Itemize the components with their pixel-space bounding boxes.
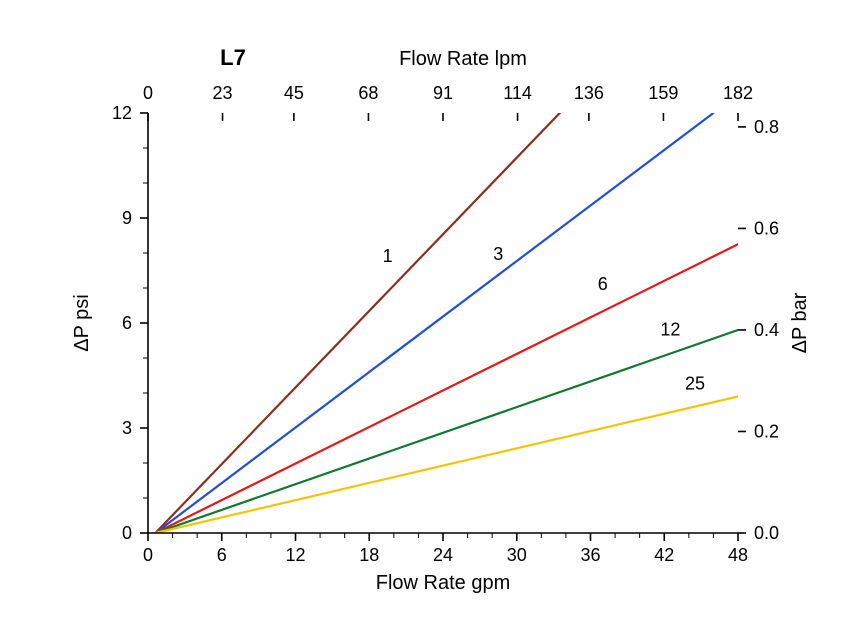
x-top-tick-182: 182 <box>723 83 753 103</box>
y-left-tick-9: 9 <box>122 208 132 228</box>
series-label-3: 3 <box>493 244 503 264</box>
x-top-tick-91: 91 <box>433 83 453 103</box>
series-label-12: 12 <box>660 319 680 339</box>
y-right-tick-0.8: 0.8 <box>754 117 779 137</box>
y-right-tick-0.6: 0.6 <box>754 218 779 238</box>
y-left-tick-12: 12 <box>112 103 132 123</box>
x-top-tick-114: 114 <box>503 83 532 103</box>
x-bottom-tick-30: 30 <box>507 545 527 565</box>
series-label-6: 6 <box>598 274 608 294</box>
x-bottom-tick-48: 48 <box>728 545 748 565</box>
series-label-25: 25 <box>685 374 705 394</box>
x-top-tick-0: 0 <box>143 83 153 103</box>
x-bottom-tick-6: 6 <box>217 545 227 565</box>
y-right-tick-0.0: 0.0 <box>754 523 779 543</box>
x-bottom-tick-42: 42 <box>654 545 674 565</box>
y-left-label: ΔP psi <box>71 294 93 351</box>
y-left-tick-3: 3 <box>122 418 132 438</box>
x-top-tick-159: 159 <box>648 83 678 103</box>
x-top-tick-68: 68 <box>358 83 378 103</box>
x-bottom-tick-18: 18 <box>359 545 379 565</box>
x-bottom-tick-12: 12 <box>285 545 305 565</box>
y-right-label: ΔP bar <box>789 292 811 353</box>
x-bottom-tick-0: 0 <box>143 545 153 565</box>
y-right-tick-0.4: 0.4 <box>754 320 779 340</box>
x-top-tick-136: 136 <box>574 83 604 103</box>
x-top-label: Flow Rate lpm <box>399 48 527 70</box>
x-bottom-label: Flow Rate gpm <box>376 572 511 594</box>
y-left-tick-0: 0 <box>122 523 132 543</box>
y-left-tick-6: 6 <box>122 313 132 333</box>
x-top-tick-23: 23 <box>213 83 233 103</box>
pressure-drop-chart: 0612182430364248Flow Rate gpm02345689111… <box>0 0 849 639</box>
x-top-tick-45: 45 <box>284 83 304 103</box>
chart-title: L7 <box>220 45 246 70</box>
y-right-tick-0.2: 0.2 <box>754 421 779 441</box>
series-label-1: 1 <box>383 246 393 266</box>
x-bottom-tick-36: 36 <box>580 545 600 565</box>
x-bottom-tick-24: 24 <box>433 545 453 565</box>
